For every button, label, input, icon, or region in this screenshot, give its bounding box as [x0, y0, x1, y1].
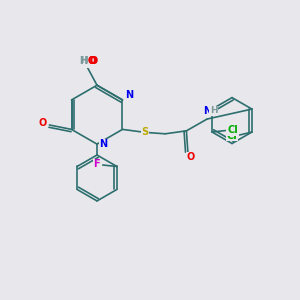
- Text: Cl: Cl: [227, 130, 238, 141]
- Text: S: S: [142, 127, 149, 137]
- Text: O: O: [88, 56, 96, 66]
- Text: HO: HO: [80, 56, 96, 66]
- Text: O: O: [88, 56, 96, 66]
- Text: Cl: Cl: [227, 125, 238, 135]
- Text: O: O: [39, 118, 47, 128]
- Text: H: H: [80, 56, 88, 65]
- Text: H: H: [79, 56, 87, 66]
- Text: F: F: [94, 159, 100, 170]
- Text: H: H: [79, 56, 87, 66]
- Text: H: H: [210, 106, 217, 115]
- Text: O: O: [89, 56, 97, 66]
- Text: N: N: [203, 106, 212, 116]
- Text: N: N: [125, 90, 133, 100]
- Text: O: O: [186, 152, 194, 162]
- Text: N: N: [99, 139, 107, 149]
